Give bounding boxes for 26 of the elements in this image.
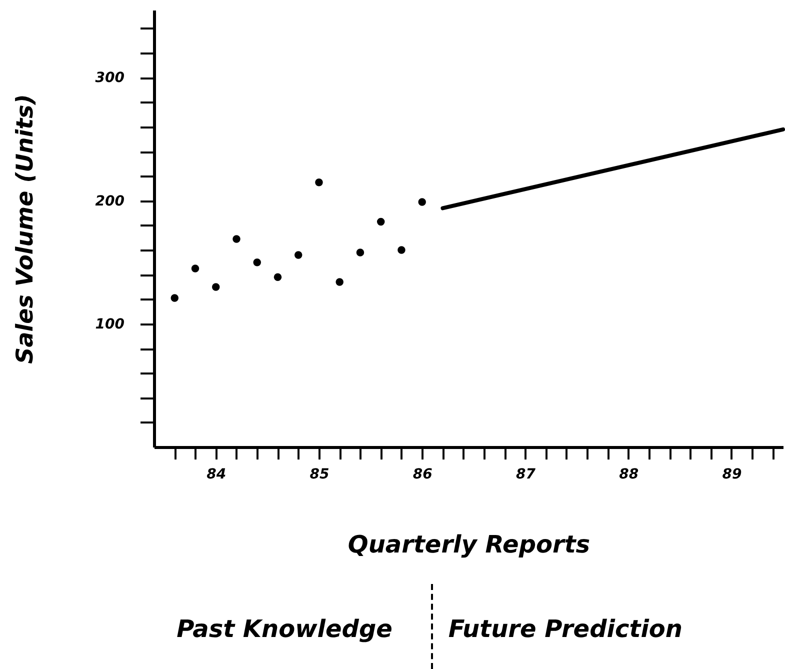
point <box>294 251 302 259</box>
point <box>356 248 364 256</box>
x-tick-label: 88 <box>619 466 639 482</box>
y-axis-title: Sales Volume (Units) <box>12 94 38 364</box>
x-tick-label: 85 <box>310 466 330 482</box>
y-tick-label: 200 <box>95 193 125 210</box>
y-tick-label: 100 <box>95 316 125 332</box>
point <box>253 258 261 266</box>
x-axis-title: Quarterly Reports <box>348 530 590 558</box>
x-tick-label: 87 <box>516 466 536 482</box>
y-tick-label: 300 <box>95 70 125 86</box>
point <box>418 198 426 206</box>
point <box>398 246 406 254</box>
x-tick-label: 84 <box>206 466 226 482</box>
point <box>212 283 220 291</box>
point <box>191 264 200 272</box>
text: Past Knowledge <box>176 614 392 644</box>
text: Future Prediction <box>448 614 682 644</box>
point <box>274 273 282 281</box>
point <box>232 235 240 243</box>
point <box>170 294 178 302</box>
point <box>336 278 344 286</box>
point <box>376 218 385 226</box>
x-tick-label: 86 <box>412 466 433 482</box>
point <box>315 178 323 186</box>
x-tick-label: 89 <box>722 466 742 482</box>
